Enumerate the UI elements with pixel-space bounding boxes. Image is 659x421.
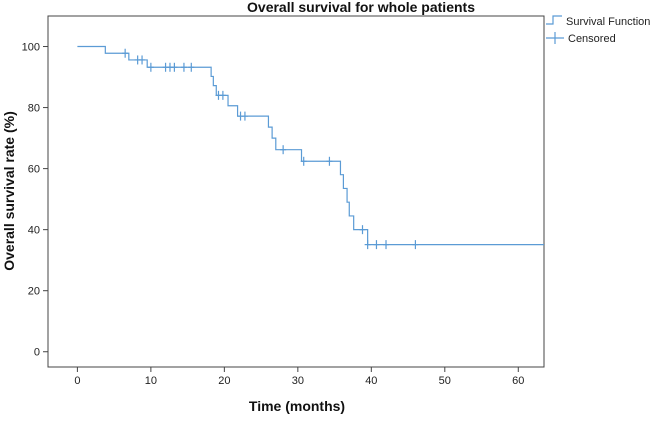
- legend-survival-function-label: Survival Function: [566, 16, 650, 28]
- censored-marker: [280, 145, 287, 155]
- y-tick-label: 80: [28, 103, 40, 115]
- censored-marker: [373, 240, 380, 250]
- y-axis-label: Overall survival rate (%): [1, 111, 17, 271]
- censored-marker: [188, 62, 195, 72]
- censored-marker: [147, 62, 154, 72]
- censored-marker: [171, 62, 178, 72]
- y-tick-label: 0: [34, 347, 40, 359]
- x-tick-label: 30: [292, 375, 304, 387]
- x-axis-ticks: 0 10 20 30 40 50 60: [74, 367, 524, 387]
- x-tick-label: 50: [439, 375, 451, 387]
- x-tick-label: 10: [145, 375, 157, 387]
- legend: Survival Function Censored: [546, 15, 650, 45]
- y-tick-label: 60: [28, 164, 40, 176]
- censored-marker: [412, 240, 419, 250]
- x-tick-label: 40: [365, 375, 377, 387]
- x-tick-label: 20: [218, 375, 230, 387]
- y-tick-label: 40: [28, 225, 40, 237]
- censored-marker: [326, 156, 333, 166]
- censored-marker: [122, 48, 129, 58]
- censored-marker: [383, 240, 390, 250]
- censored-marker: [300, 156, 307, 166]
- x-tick-label: 60: [512, 375, 524, 387]
- x-tick-label: 0: [74, 375, 80, 387]
- y-tick-label: 20: [28, 286, 40, 298]
- y-tick-label: 100: [22, 42, 40, 54]
- censored-marker: [359, 225, 366, 235]
- legend-survival-function-swatch: [546, 15, 562, 25]
- chart-title: Overall survival for whole patients: [247, 0, 475, 15]
- y-axis-ticks: 0 20 40 60 80 100: [22, 42, 48, 359]
- series-layer: [77, 45, 544, 250]
- plot-frame: [47, 15, 545, 368]
- x-axis-label: Time (months): [249, 398, 345, 414]
- censored-marker: [364, 240, 371, 250]
- censored-marker: [139, 55, 146, 65]
- censored-marker: [180, 62, 187, 72]
- censored-marker: [241, 111, 248, 121]
- censored-marker: [219, 90, 226, 100]
- survival-function-line: [77, 45, 544, 246]
- legend-censored-label: Censored: [568, 33, 616, 45]
